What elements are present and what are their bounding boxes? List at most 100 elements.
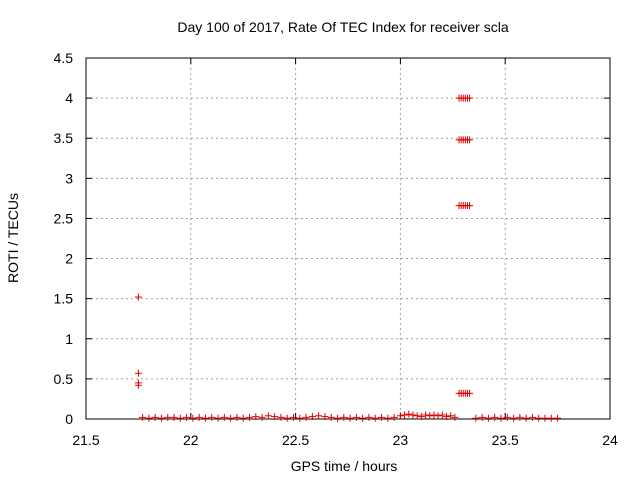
grid-lines — [86, 58, 610, 419]
data-point — [208, 413, 216, 421]
data-point — [535, 414, 543, 422]
data-point — [466, 202, 474, 210]
y-tick-label: 1 — [65, 331, 73, 347]
data-point — [195, 413, 203, 421]
data-point — [365, 413, 373, 421]
y-tick-label: 3.5 — [54, 130, 74, 146]
x-tick-label: 24 — [602, 432, 618, 448]
data-point — [346, 414, 354, 422]
data-point — [438, 411, 446, 419]
data-point — [497, 414, 505, 422]
data-point — [422, 411, 430, 419]
data-point — [252, 413, 260, 421]
data-point — [430, 411, 438, 419]
data-point — [405, 410, 413, 418]
data-point — [396, 412, 404, 420]
plot-area-frame — [85, 57, 611, 420]
data-points — [134, 94, 562, 422]
x-axis-label: GPS time / hours — [291, 458, 398, 474]
data-point — [176, 414, 184, 422]
data-point — [315, 412, 323, 420]
data-point — [134, 293, 142, 301]
data-point — [271, 413, 279, 421]
y-tick-label: 1.5 — [54, 291, 74, 307]
data-point — [447, 412, 455, 420]
y-tick-label: 0 — [65, 411, 73, 427]
data-point — [290, 413, 298, 421]
y-tick-label: 4.5 — [54, 50, 74, 66]
data-point — [189, 414, 197, 422]
x-tick-label: 23.5 — [492, 432, 519, 448]
data-point — [378, 413, 386, 421]
y-axis-label: ROTI / TECUs — [5, 193, 21, 283]
data-point — [554, 414, 562, 422]
data-point — [522, 414, 530, 422]
data-point — [233, 413, 241, 421]
data-point — [308, 413, 316, 421]
data-point — [426, 412, 434, 420]
data-point — [296, 414, 304, 422]
data-point — [466, 389, 474, 397]
y-tick-label: 0.5 — [54, 371, 74, 387]
data-point — [151, 413, 159, 421]
data-point — [139, 413, 147, 421]
data-point — [239, 414, 247, 422]
data-point — [220, 413, 228, 421]
data-point — [334, 414, 342, 422]
data-point — [340, 413, 348, 421]
data-point — [434, 412, 442, 420]
data-point — [371, 414, 379, 422]
data-point — [503, 413, 511, 421]
data-point — [321, 413, 329, 421]
data-point — [227, 414, 235, 422]
data-point — [201, 414, 209, 422]
data-point — [417, 413, 425, 421]
data-point — [264, 412, 272, 420]
data-point — [170, 413, 178, 421]
data-point — [134, 369, 142, 377]
x-tick-label: 22.5 — [282, 432, 309, 448]
data-point — [466, 94, 474, 102]
data-point — [258, 413, 266, 421]
data-point — [164, 413, 172, 421]
data-point — [390, 413, 398, 421]
data-point — [302, 413, 310, 421]
data-point — [401, 411, 409, 419]
data-point — [409, 411, 417, 419]
data-point — [491, 413, 499, 421]
data-point — [214, 414, 222, 422]
data-point — [359, 414, 367, 422]
data-point — [516, 413, 524, 421]
data-point — [484, 414, 492, 422]
data-point — [384, 414, 392, 422]
x-tick-label: 23 — [393, 432, 409, 448]
data-point — [157, 414, 165, 422]
data-point — [245, 413, 253, 421]
data-point — [541, 414, 549, 422]
y-axis-tick-labels: 0 0.5 1 1.5 2 2.5 3 3.5 4 4.5 — [54, 50, 74, 427]
data-point — [443, 413, 451, 421]
y-tick-label: 4 — [65, 90, 73, 106]
data-point — [183, 413, 191, 421]
data-point — [510, 414, 518, 422]
data-point — [134, 381, 142, 389]
data-point — [478, 413, 486, 421]
data-point — [451, 413, 459, 421]
x-tick-label: 21.5 — [72, 432, 99, 448]
data-point — [413, 412, 421, 420]
x-axis-tick-labels: 21.5 22 22.5 23 23.5 24 — [72, 432, 618, 448]
data-point — [547, 414, 555, 422]
y-tick-label: 2.5 — [54, 210, 74, 226]
data-point — [466, 136, 474, 144]
y-tick-label: 2 — [65, 251, 73, 267]
chart-title: Day 100 of 2017, Rate Of TEC Index for r… — [177, 19, 508, 35]
data-point — [472, 414, 480, 422]
data-point — [352, 413, 360, 421]
data-point — [283, 414, 291, 422]
data-point — [277, 413, 285, 421]
y-tick-label: 3 — [65, 170, 73, 186]
data-point — [528, 413, 536, 421]
x-tick-label: 22 — [183, 432, 199, 448]
data-point — [145, 414, 153, 422]
